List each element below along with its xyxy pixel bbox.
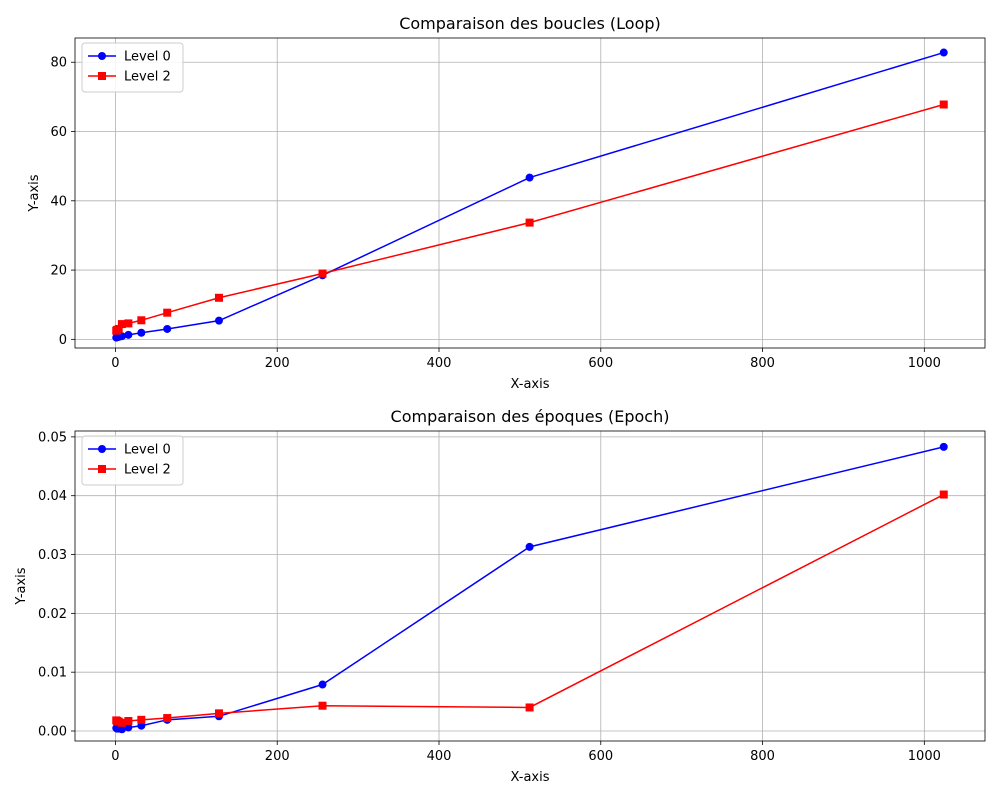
- y-tick-label: 0.00: [38, 725, 67, 740]
- grid: [75, 431, 985, 741]
- y-tick-label: 40: [50, 194, 67, 209]
- data-point: [214, 293, 223, 302]
- plot-frame: [74, 430, 986, 742]
- x-tick-label: 0: [111, 749, 119, 764]
- data-point: [163, 714, 172, 723]
- y-tick-label: 0.04: [38, 489, 67, 504]
- data-point: [525, 218, 534, 227]
- data-point: [318, 269, 327, 278]
- legend-marker: [98, 72, 106, 80]
- series-level-2: [112, 100, 948, 335]
- chart-loop: 0 200 400 600 800 1000 0 20 40 60 80 Comparaison de…: [27, 14, 986, 392]
- y-tick-label: 0: [59, 333, 67, 348]
- series-level-2: [112, 490, 948, 727]
- plot-frame: [74, 37, 986, 349]
- y-tick-label: 0.02: [38, 607, 67, 622]
- data-point: [939, 48, 948, 57]
- y-axis-label: Y-axis: [14, 567, 29, 605]
- series-level-0: [112, 48, 948, 342]
- legend: Level 0 Level 2: [81, 42, 184, 93]
- x-tick-label: 0: [111, 356, 119, 371]
- data-point: [117, 718, 126, 727]
- x-axis-label: X-axis: [511, 377, 550, 392]
- y-tick-label: 80: [50, 56, 67, 71]
- x-tick-label: 1000: [908, 749, 941, 764]
- legend-label: Level 2: [124, 463, 171, 478]
- legend: Level 0 Level 2: [81, 435, 184, 486]
- y-tick-label: 0.03: [38, 548, 67, 563]
- data-point: [124, 723, 133, 732]
- grid: [75, 38, 985, 348]
- y-tick-label: 0.05: [38, 430, 67, 445]
- data-point: [137, 316, 146, 325]
- data-point: [214, 709, 223, 718]
- legend-marker: [98, 445, 106, 453]
- data-point: [163, 324, 172, 333]
- y-axis-label: Y-axis: [27, 174, 42, 212]
- data-point: [117, 725, 126, 734]
- x-tick-label: 800: [750, 356, 775, 371]
- legend-marker: [98, 465, 106, 473]
- data-point: [318, 680, 327, 689]
- legend-label: Level 0: [124, 50, 171, 65]
- x-tick-label: 200: [265, 749, 290, 764]
- data-point: [114, 324, 123, 333]
- legend-marker: [98, 52, 106, 60]
- data-point: [525, 542, 534, 551]
- chart-title: Comparaison des boucles (Loop): [399, 14, 661, 33]
- legend-label: Level 0: [124, 443, 171, 458]
- chart-title: Comparaison des époques (Epoch): [391, 407, 670, 426]
- legend-label: Level 2: [124, 70, 171, 85]
- x-tick-label: 200: [265, 356, 290, 371]
- x-tick-label: 800: [750, 749, 775, 764]
- data-point: [318, 701, 327, 710]
- data-point: [117, 320, 126, 329]
- x-tick-label: 600: [588, 749, 613, 764]
- data-point: [525, 703, 534, 712]
- x-tick-label: 600: [588, 356, 613, 371]
- data-point: [124, 717, 133, 725]
- data-point: [525, 173, 534, 182]
- x-tick-label: 1000: [908, 356, 941, 371]
- x-tick-label: 400: [427, 749, 452, 764]
- data-point: [124, 319, 133, 328]
- data-point: [137, 715, 146, 724]
- data-point: [124, 330, 133, 339]
- data-point: [939, 490, 948, 499]
- y-tick-label: 60: [50, 125, 67, 140]
- data-point: [214, 316, 223, 325]
- data-point: [137, 328, 146, 337]
- y-tick-label: 0.01: [38, 666, 67, 681]
- x-tick-label: 400: [427, 356, 452, 371]
- data-point: [939, 100, 948, 109]
- chart-epoch: 0 200 400 600 800 1000 0.00 0.01 0.02 0.03 0.04 0.0…: [14, 407, 986, 785]
- x-axis-label: X-axis: [511, 770, 550, 785]
- data-point: [939, 442, 948, 451]
- y-tick-label: 20: [50, 264, 67, 279]
- data-point: [163, 308, 172, 317]
